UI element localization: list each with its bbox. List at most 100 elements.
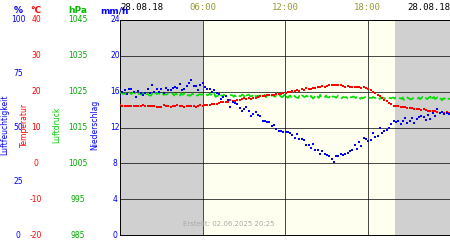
Point bbox=[190, 84, 197, 88]
Point bbox=[353, 85, 360, 89]
Point bbox=[142, 91, 149, 95]
Point bbox=[119, 104, 126, 108]
Point bbox=[144, 104, 151, 108]
Point bbox=[291, 89, 298, 93]
Point bbox=[399, 104, 406, 108]
Point bbox=[140, 93, 147, 97]
Point bbox=[293, 88, 301, 92]
Point bbox=[160, 103, 167, 107]
Point bbox=[401, 106, 409, 110]
Point bbox=[264, 93, 271, 97]
Point bbox=[365, 87, 372, 91]
Point bbox=[372, 92, 379, 96]
Point bbox=[204, 87, 211, 91]
Point bbox=[376, 94, 383, 98]
Point bbox=[254, 113, 261, 117]
Point bbox=[305, 143, 312, 147]
Point bbox=[213, 91, 220, 95]
Point bbox=[422, 118, 429, 122]
Point bbox=[360, 86, 367, 89]
Point bbox=[441, 111, 448, 115]
Point bbox=[424, 108, 432, 112]
Point bbox=[268, 93, 275, 97]
Point bbox=[415, 107, 423, 111]
Point bbox=[443, 111, 450, 115]
Point bbox=[287, 90, 294, 94]
Text: 40: 40 bbox=[31, 16, 41, 24]
Point bbox=[310, 86, 317, 90]
Point bbox=[342, 84, 349, 88]
Point bbox=[319, 149, 326, 153]
Point bbox=[289, 133, 296, 137]
Point bbox=[261, 119, 269, 123]
Point bbox=[360, 136, 367, 140]
Point bbox=[197, 103, 204, 107]
Point bbox=[162, 86, 170, 89]
Point bbox=[176, 104, 184, 108]
Point bbox=[386, 100, 393, 104]
Point bbox=[167, 105, 174, 109]
Point bbox=[273, 92, 280, 96]
Point bbox=[204, 103, 211, 107]
Point bbox=[378, 131, 386, 135]
Point bbox=[197, 83, 204, 87]
Point bbox=[243, 97, 250, 101]
Point bbox=[192, 104, 199, 108]
Point bbox=[339, 84, 346, 88]
Point bbox=[190, 104, 197, 108]
Point bbox=[151, 104, 158, 108]
Point bbox=[383, 99, 390, 103]
Point bbox=[158, 104, 165, 108]
Point bbox=[378, 96, 386, 100]
Point bbox=[388, 102, 395, 106]
Point bbox=[135, 104, 142, 108]
Point bbox=[227, 98, 234, 102]
Point bbox=[303, 143, 310, 147]
Text: 1035: 1035 bbox=[68, 51, 88, 60]
Point bbox=[206, 87, 213, 91]
Point bbox=[381, 98, 388, 102]
Point bbox=[188, 78, 195, 82]
Point bbox=[392, 120, 400, 124]
Point bbox=[284, 130, 292, 134]
Point bbox=[367, 138, 374, 142]
Text: 20: 20 bbox=[110, 51, 120, 60]
Point bbox=[231, 99, 239, 103]
Point bbox=[146, 91, 153, 95]
Point bbox=[328, 83, 335, 87]
Point bbox=[241, 96, 248, 100]
Point bbox=[436, 110, 443, 114]
Point bbox=[319, 84, 326, 88]
Point bbox=[151, 90, 158, 94]
Point bbox=[324, 84, 331, 88]
Point bbox=[367, 88, 374, 92]
Point bbox=[252, 96, 259, 100]
Point bbox=[344, 151, 351, 155]
Point bbox=[353, 147, 360, 151]
Point bbox=[148, 83, 156, 87]
Point bbox=[424, 114, 432, 117]
Point bbox=[268, 124, 275, 128]
Point bbox=[261, 94, 269, 98]
Text: 1045: 1045 bbox=[68, 16, 88, 24]
Text: 24: 24 bbox=[110, 16, 120, 24]
Text: 16: 16 bbox=[110, 87, 120, 96]
Point bbox=[349, 148, 356, 152]
Point bbox=[185, 104, 193, 108]
Point bbox=[312, 86, 319, 90]
Point bbox=[346, 149, 354, 153]
Text: 28.08.18: 28.08.18 bbox=[407, 3, 450, 12]
Point bbox=[137, 104, 144, 108]
Point bbox=[229, 99, 236, 103]
Point bbox=[326, 83, 333, 87]
Point bbox=[227, 106, 234, 110]
Point bbox=[443, 110, 450, 114]
Text: 10: 10 bbox=[31, 123, 41, 132]
Point bbox=[438, 110, 446, 114]
Point bbox=[390, 104, 397, 108]
Point bbox=[307, 146, 315, 150]
Text: 75: 75 bbox=[13, 69, 23, 78]
Point bbox=[335, 154, 342, 158]
Point bbox=[179, 88, 186, 92]
Point bbox=[404, 121, 411, 125]
